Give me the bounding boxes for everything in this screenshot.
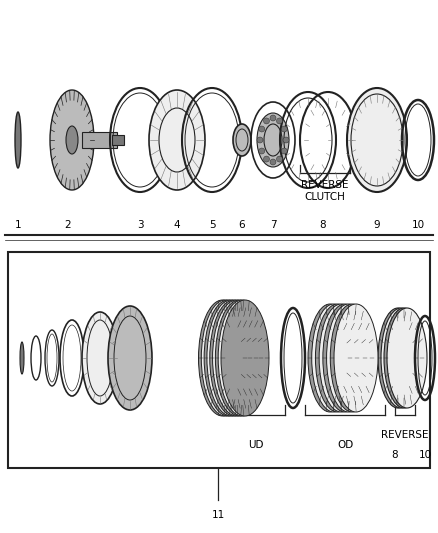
Ellipse shape (198, 300, 247, 416)
Bar (8, 252, 430, 468)
Ellipse shape (50, 90, 94, 190)
Text: OD: OD (337, 440, 353, 450)
Ellipse shape (204, 300, 252, 416)
Ellipse shape (221, 300, 269, 416)
Ellipse shape (319, 304, 363, 412)
Text: 7: 7 (270, 220, 276, 230)
Ellipse shape (381, 308, 421, 408)
Ellipse shape (312, 304, 356, 412)
Ellipse shape (378, 308, 418, 408)
Ellipse shape (257, 137, 263, 143)
Text: 3: 3 (137, 220, 143, 230)
Ellipse shape (387, 308, 427, 408)
Text: REVERSE: REVERSE (381, 430, 429, 440)
Text: 8: 8 (392, 450, 398, 460)
Ellipse shape (276, 118, 283, 124)
Ellipse shape (201, 300, 249, 416)
Ellipse shape (347, 88, 407, 192)
Text: 4: 4 (174, 220, 180, 230)
Ellipse shape (212, 300, 261, 416)
Ellipse shape (308, 304, 352, 412)
Text: 9: 9 (374, 220, 380, 230)
Text: 6: 6 (239, 220, 245, 230)
Text: 2: 2 (65, 220, 71, 230)
Ellipse shape (327, 304, 371, 412)
Ellipse shape (108, 306, 152, 410)
Text: 5: 5 (208, 220, 215, 230)
Ellipse shape (82, 312, 118, 404)
Text: UD: UD (248, 440, 264, 450)
Ellipse shape (264, 118, 269, 124)
Text: 8: 8 (320, 220, 326, 230)
Text: 11: 11 (212, 510, 225, 520)
Ellipse shape (384, 308, 424, 408)
Ellipse shape (281, 126, 287, 132)
Ellipse shape (207, 300, 255, 416)
Ellipse shape (334, 304, 378, 412)
Text: REVERSE: REVERSE (301, 180, 349, 190)
Ellipse shape (264, 156, 269, 162)
Ellipse shape (283, 137, 289, 143)
Ellipse shape (276, 156, 283, 162)
Ellipse shape (257, 113, 289, 167)
Ellipse shape (259, 148, 265, 154)
Ellipse shape (20, 342, 24, 374)
Text: 1: 1 (15, 220, 21, 230)
Bar (82, 132, 117, 148)
Ellipse shape (323, 304, 367, 412)
Text: 10: 10 (411, 220, 424, 230)
Ellipse shape (210, 300, 258, 416)
Text: 10: 10 (418, 450, 431, 460)
Ellipse shape (270, 115, 276, 121)
Ellipse shape (270, 159, 276, 165)
Ellipse shape (66, 126, 78, 154)
Ellipse shape (15, 112, 21, 168)
Ellipse shape (259, 126, 265, 132)
Ellipse shape (215, 300, 263, 416)
Ellipse shape (149, 90, 205, 190)
Ellipse shape (315, 304, 360, 412)
Bar (112, 135, 124, 145)
Ellipse shape (330, 304, 374, 412)
Text: CLUTCH: CLUTCH (304, 192, 346, 202)
Ellipse shape (218, 300, 266, 416)
Ellipse shape (281, 148, 287, 154)
Ellipse shape (233, 124, 251, 156)
